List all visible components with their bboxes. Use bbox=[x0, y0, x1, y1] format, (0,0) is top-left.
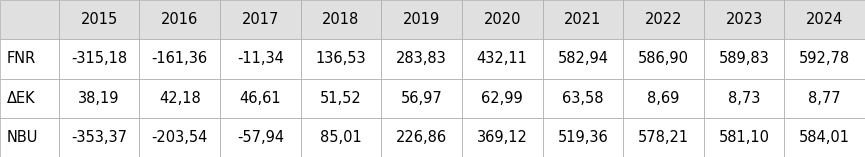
Text: 369,12: 369,12 bbox=[477, 130, 528, 145]
Bar bbox=[785, 78, 865, 118]
Text: 584,01: 584,01 bbox=[799, 130, 850, 145]
Text: 432,11: 432,11 bbox=[477, 51, 528, 66]
Text: 2017: 2017 bbox=[241, 12, 279, 27]
Text: 2018: 2018 bbox=[323, 12, 360, 27]
Text: 2022: 2022 bbox=[644, 12, 682, 27]
Text: 46,61: 46,61 bbox=[240, 91, 281, 106]
Bar bbox=[0, 118, 59, 157]
Bar bbox=[623, 78, 704, 118]
Text: -161,36: -161,36 bbox=[151, 51, 208, 66]
Bar bbox=[704, 0, 785, 39]
Bar bbox=[785, 118, 865, 157]
Text: 136,53: 136,53 bbox=[316, 51, 366, 66]
Bar bbox=[301, 118, 381, 157]
Text: 8,69: 8,69 bbox=[647, 91, 680, 106]
Text: ΔEK: ΔEK bbox=[7, 91, 35, 106]
Text: 2016: 2016 bbox=[161, 12, 198, 27]
Bar bbox=[139, 0, 220, 39]
Bar bbox=[462, 39, 542, 78]
Bar bbox=[381, 118, 462, 157]
Bar bbox=[704, 118, 785, 157]
Bar bbox=[785, 0, 865, 39]
Text: 592,78: 592,78 bbox=[799, 51, 850, 66]
Bar bbox=[542, 39, 623, 78]
Bar bbox=[462, 118, 542, 157]
Bar bbox=[381, 0, 462, 39]
Text: 581,10: 581,10 bbox=[719, 130, 770, 145]
Bar bbox=[462, 0, 542, 39]
Text: 85,01: 85,01 bbox=[320, 130, 362, 145]
Text: 42,18: 42,18 bbox=[159, 91, 201, 106]
Bar bbox=[59, 39, 139, 78]
Bar bbox=[59, 0, 139, 39]
Text: 589,83: 589,83 bbox=[719, 51, 770, 66]
Text: 63,58: 63,58 bbox=[562, 91, 604, 106]
Text: 586,90: 586,90 bbox=[638, 51, 689, 66]
Bar bbox=[542, 118, 623, 157]
Bar bbox=[220, 78, 301, 118]
Bar bbox=[139, 78, 220, 118]
Text: 2019: 2019 bbox=[403, 12, 440, 27]
Bar bbox=[704, 39, 785, 78]
Text: -353,37: -353,37 bbox=[71, 130, 127, 145]
Text: 38,19: 38,19 bbox=[79, 91, 120, 106]
Text: 578,21: 578,21 bbox=[638, 130, 689, 145]
Text: 56,97: 56,97 bbox=[400, 91, 443, 106]
Text: 582,94: 582,94 bbox=[557, 51, 608, 66]
Text: 62,99: 62,99 bbox=[481, 91, 523, 106]
Bar bbox=[301, 78, 381, 118]
Text: 519,36: 519,36 bbox=[557, 130, 608, 145]
Bar bbox=[301, 39, 381, 78]
Text: 2020: 2020 bbox=[484, 12, 521, 27]
Bar bbox=[220, 39, 301, 78]
Bar bbox=[623, 0, 704, 39]
Bar bbox=[220, 0, 301, 39]
Text: 8,77: 8,77 bbox=[809, 91, 841, 106]
Bar bbox=[0, 39, 59, 78]
Text: 2015: 2015 bbox=[80, 12, 118, 27]
Text: -57,94: -57,94 bbox=[237, 130, 284, 145]
Bar bbox=[623, 39, 704, 78]
Bar bbox=[59, 118, 139, 157]
Text: 283,83: 283,83 bbox=[396, 51, 447, 66]
Text: 2021: 2021 bbox=[564, 12, 601, 27]
Bar bbox=[381, 39, 462, 78]
Bar bbox=[704, 78, 785, 118]
Bar bbox=[0, 78, 59, 118]
Text: NBU: NBU bbox=[7, 130, 38, 145]
Bar bbox=[139, 39, 220, 78]
Bar bbox=[623, 118, 704, 157]
Bar bbox=[139, 118, 220, 157]
Bar bbox=[381, 78, 462, 118]
Text: 8,73: 8,73 bbox=[727, 91, 760, 106]
Bar bbox=[542, 0, 623, 39]
Bar bbox=[542, 78, 623, 118]
Text: 2023: 2023 bbox=[726, 12, 763, 27]
Bar bbox=[785, 39, 865, 78]
Bar bbox=[59, 78, 139, 118]
Text: -11,34: -11,34 bbox=[237, 51, 284, 66]
Bar bbox=[462, 78, 542, 118]
Text: 226,86: 226,86 bbox=[396, 130, 447, 145]
Bar bbox=[0, 0, 59, 39]
Text: 2024: 2024 bbox=[806, 12, 843, 27]
Bar bbox=[220, 118, 301, 157]
Bar bbox=[301, 0, 381, 39]
Text: 51,52: 51,52 bbox=[320, 91, 362, 106]
Text: -315,18: -315,18 bbox=[71, 51, 127, 66]
Text: -203,54: -203,54 bbox=[151, 130, 208, 145]
Text: FNR: FNR bbox=[7, 51, 36, 66]
